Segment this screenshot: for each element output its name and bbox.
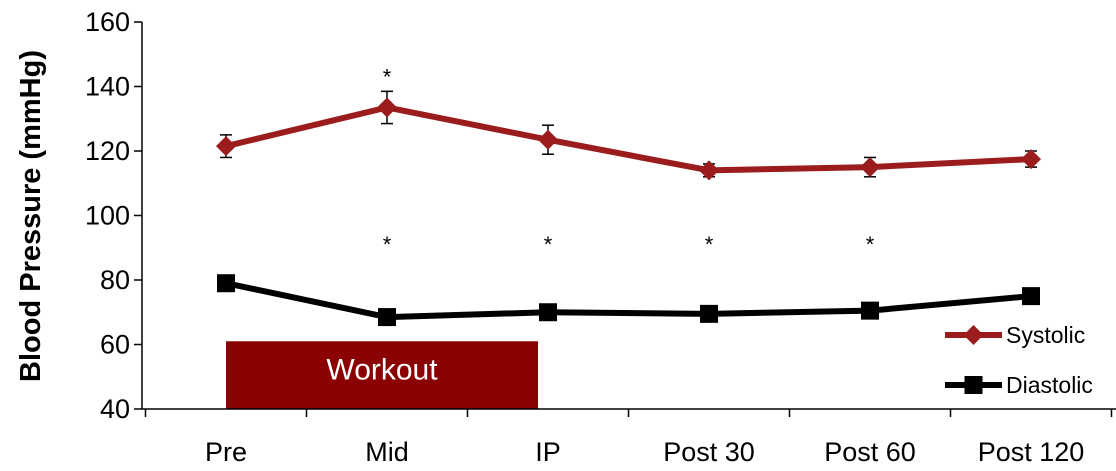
y-axis-title: Blood Pressure (mmHg) — [15, 50, 47, 382]
data-point-diamond — [860, 157, 880, 178]
series-line-systolic — [225, 104, 1032, 174]
data-point-diamond — [377, 97, 397, 118]
legend-marker-square — [964, 376, 983, 394]
x-tick-label: IP — [535, 437, 561, 467]
y-tick-label: 100 — [85, 201, 130, 231]
series-diastolic — [217, 274, 1040, 327]
significance-marker: * — [705, 232, 714, 257]
annotation-layer: * * * * * — [383, 64, 875, 257]
y-tick-label: 40 — [100, 394, 130, 424]
x-tick-label: Mid — [365, 437, 409, 467]
legend-item-diastolic: Diastolic — [945, 372, 1093, 398]
workout-period-box: Workout — [226, 341, 538, 409]
series-layer — [216, 90, 1041, 327]
significance-marker: * — [383, 64, 392, 89]
legend-item-systolic: Systolic — [945, 322, 1085, 348]
workout-label: Workout — [326, 353, 438, 386]
y-tick-label: 120 — [85, 136, 130, 166]
x-tick-label: Post 120 — [978, 437, 1085, 467]
significance-marker: * — [866, 232, 875, 257]
significance-marker: * — [383, 232, 392, 257]
y-tick-label: 160 — [85, 7, 130, 37]
data-point-square — [378, 308, 396, 327]
data-point-diamond — [699, 160, 719, 181]
x-tick-label: Post 30 — [663, 437, 755, 467]
y-tick-label: 60 — [100, 330, 130, 360]
data-point-diamond — [216, 136, 236, 157]
legend: Systolic Diastolic — [945, 322, 1093, 398]
x-tick-label: Post 60 — [824, 437, 916, 467]
significance-marker: * — [544, 232, 553, 257]
series-systolic — [216, 90, 1041, 181]
x-tick-label: Pre — [205, 437, 247, 467]
workout-rect — [226, 341, 538, 409]
data-point-square — [861, 301, 879, 320]
data-point-diamond — [1021, 149, 1041, 170]
data-point-square — [217, 274, 235, 293]
data-point-square — [539, 303, 557, 322]
legend-label: Systolic — [1006, 322, 1085, 348]
legend-label: Diastolic — [1006, 372, 1093, 398]
legend-marker-diamond — [963, 325, 984, 345]
axes: 40 60 80 100 120 140 160 Pre Mid IP Post 30 Post 60… — [85, 7, 1116, 467]
series-line-diastolic — [225, 280, 1032, 321]
data-point-diamond — [538, 129, 558, 150]
y-tick-label: 140 — [85, 72, 130, 102]
y-tick-label: 80 — [100, 265, 130, 295]
data-point-square — [1022, 287, 1040, 306]
data-point-square — [700, 304, 718, 323]
